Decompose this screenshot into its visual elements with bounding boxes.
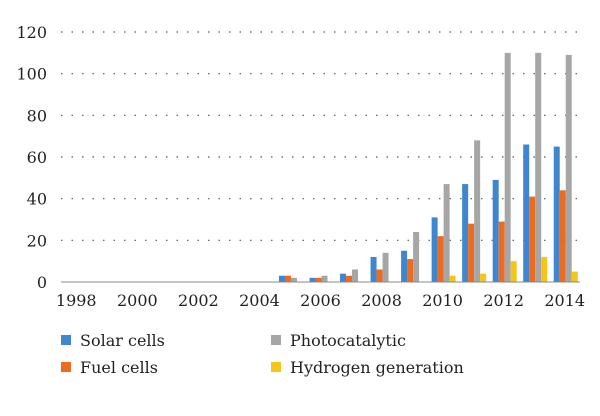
bar-fuel-cells-2014 [559,190,566,282]
legend-label-solar-cells: Solar cells [80,331,165,350]
y-tick-label: 40 [27,190,47,209]
bar-solar-cells-2006 [309,277,316,282]
legend-label-hydrogen-generation: Hydrogen generation [290,358,464,377]
bar-fuel-cells-2012 [498,221,505,282]
bar-solar-cells-2008 [370,257,377,282]
y-tick-label: 60 [27,148,47,167]
gridlines [61,31,580,241]
legend: Solar cells Fuel cells Photocatalytic Hydro… [61,331,464,377]
legend-label-photocatalytic: Photocatalytic [290,331,406,350]
x-tick-label: 2014 [544,291,585,310]
bar-photocatalytic-2013 [535,52,542,283]
bar-fuel-cells-2006 [315,277,322,282]
x-tick-label: 2012 [483,291,524,310]
legend-swatch-solar-cells [61,335,71,345]
bar-solar-cells-2013 [523,144,530,282]
bar-photocatalytic-2011 [474,140,481,282]
y-tick-label: 20 [27,231,47,250]
bar-fuel-cells-2007 [346,275,353,282]
x-tick-label: 2006 [300,291,341,310]
bar-fuel-cells-2013 [529,196,536,282]
y-tick-label: 120 [16,23,47,42]
bar-photocatalytic-2008 [382,252,389,282]
legend-swatch-photocatalytic [271,335,281,345]
bar-hydrogen-generation-2014 [571,271,578,282]
bar-hydrogen-generation-2012 [510,261,517,282]
bar-hydrogen-generation-2011 [480,273,487,282]
legend-swatch-fuel-cells [61,362,71,372]
bar-fuel-cells-2009 [407,259,414,282]
bar-solar-cells-2012 [492,179,499,282]
axes: 0 20 40 60 80 100 120 1998 2000 2002 2004 2006 2008 2… [16,23,585,310]
bar-photocatalytic-2010 [443,184,450,282]
bar-photocatalytic-2007 [352,269,359,282]
bar-hydrogen-generation-2010 [449,275,456,282]
bar-solar-cells-2009 [401,250,408,282]
bar-fuel-cells-2005 [284,275,291,282]
x-tick-label: 2002 [178,291,219,310]
bar-photocatalytic-2012 [504,52,511,283]
bar-photocatalytic-2014 [565,54,572,282]
bar-solar-cells-2014 [553,146,560,282]
x-tick-label: 2000 [117,291,158,310]
x-tick-label: 1998 [56,291,97,310]
legend-label-fuel-cells: Fuel cells [80,358,158,377]
bar-photocatalytic-2006 [321,275,328,282]
bar-solar-cells-2011 [462,184,469,282]
bar-fuel-cells-2011 [468,223,475,282]
bar-solar-cells-2007 [340,273,347,282]
y-tick-label: 0 [37,273,47,292]
bar-fuel-cells-2010 [437,236,444,282]
y-tick-label: 100 [16,65,47,84]
x-tick-label: 2004 [239,291,280,310]
x-tick-label: 2008 [361,291,402,310]
bar-fuel-cells-2008 [376,269,383,282]
bar-solar-cells-2010 [431,217,438,282]
bar-photocatalytic-2005 [290,277,297,282]
bar-photocatalytic-2009 [413,232,420,282]
legend-swatch-hydrogen-generation [271,362,281,372]
bars [278,52,578,283]
y-tick-label: 80 [27,106,47,125]
bar-hydrogen-generation-2013 [541,257,548,282]
bar-solar-cells-2005 [278,275,285,282]
x-tick-label: 2010 [422,291,463,310]
